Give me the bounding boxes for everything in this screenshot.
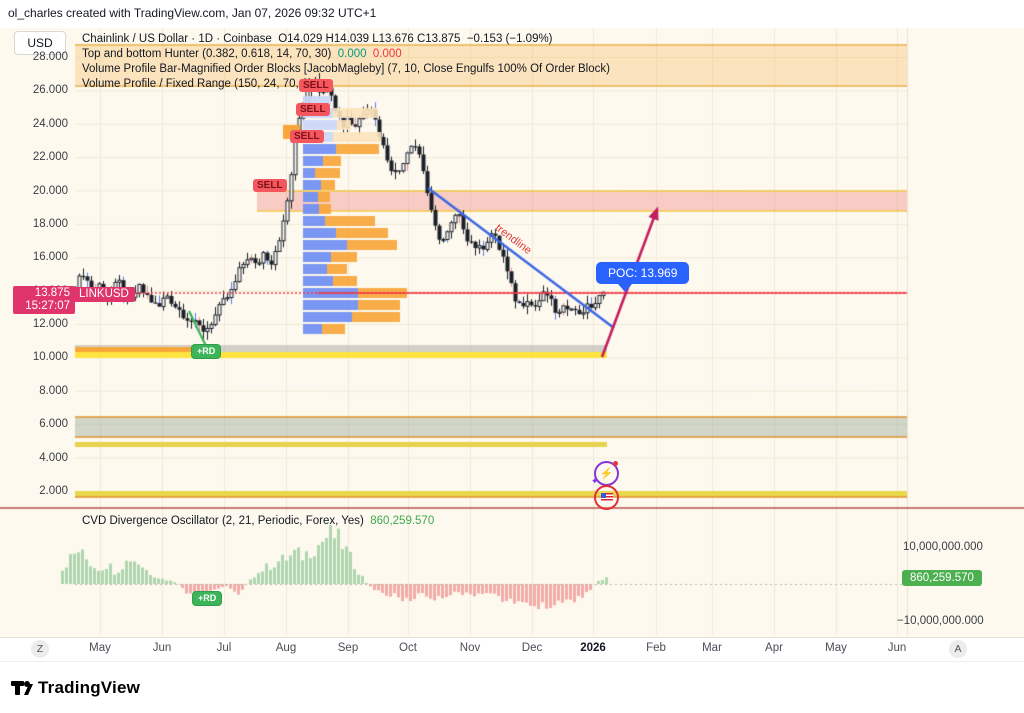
legend-row-symbol[interactable]: Chainlink / US Dollar · 1D · Coinbase O1…: [82, 33, 553, 45]
currency-axis-button[interactable]: USD: [14, 31, 66, 55]
last-price-label: 13.875 15:27:07: [13, 286, 75, 314]
hunter-value-red: 0.000: [372, 48, 402, 60]
time-tick-Jun[interactable]: Jun: [887, 642, 907, 654]
poc-pointer: [618, 284, 632, 292]
axis-button-A[interactable]: A: [949, 640, 967, 658]
symbol-price-flag: LINKUSD: [73, 287, 135, 302]
price-tick-6.000[interactable]: 6.000: [39, 418, 68, 431]
cvd-title[interactable]: CVD Divergence Oscillator (2, 21, Period…: [82, 515, 364, 527]
time-tick-Jul[interactable]: Jul: [216, 642, 232, 654]
tradingview-logo-icon[interactable]: [10, 676, 34, 700]
legend-row-volume-profile[interactable]: Volume Profile / Fixed Range (150, 24, 7…: [82, 78, 313, 90]
price-chart-canvas[interactable]: [0, 28, 1024, 637]
cvd-axis-bottom-label[interactable]: −10,000,000.000: [897, 615, 984, 627]
price-tick-8.000[interactable]: 8.000: [39, 384, 68, 397]
poc-callout[interactable]: POC: 13.969: [596, 262, 690, 292]
change-value: −0.153 (−1.09%): [466, 33, 553, 45]
legend-row-order-blocks[interactable]: Volume Profile Bar-Magnified Order Block…: [82, 63, 610, 75]
sell-signal-label-2[interactable]: SELL: [296, 103, 330, 116]
price-tick-12.000[interactable]: 12.000: [32, 318, 68, 331]
price-tick-20.000[interactable]: 20.000: [32, 184, 68, 197]
hunter-label[interactable]: Top and bottom Hunter (0.382, 0.618, 14,…: [82, 48, 332, 60]
price-tick-10.000[interactable]: 10.000: [32, 351, 68, 364]
time-tick-Nov[interactable]: Nov: [459, 642, 481, 654]
flag-sticker-icon[interactable]: [594, 485, 619, 510]
axis-button-Z[interactable]: Z: [31, 640, 49, 658]
price-tick-24.000[interactable]: 24.000: [32, 117, 68, 130]
ohlc-values: O14.029 H14.039 L13.676 C13.875: [278, 33, 461, 45]
footer-bar: TradingView: [0, 661, 1024, 713]
time-tick-Oct[interactable]: Oct: [399, 642, 417, 654]
price-tick-28.000[interactable]: 28.000: [32, 51, 68, 63]
last-price-value: 13.875: [34, 287, 70, 299]
time-tick-Mar[interactable]: Mar: [702, 642, 722, 654]
legend-row-hunter[interactable]: Top and bottom Hunter (0.382, 0.618, 14,…: [82, 48, 402, 60]
time-tick-Sep[interactable]: Sep: [337, 642, 359, 654]
cvd-value: 860,259.570: [370, 515, 435, 527]
cvd-legend-row[interactable]: CVD Divergence Oscillator (2, 21, Period…: [82, 515, 434, 527]
countdown-timer: 15:27:07: [25, 300, 70, 312]
tradingview-brand-text[interactable]: TradingView: [38, 678, 141, 697]
time-axis[interactable]: Z May Jun Jul Aug Sep Oct Nov Dec 2026 Feb Mar Apr Ma…: [0, 637, 1024, 662]
attribution-text: ol_charles created with TradingView.com,…: [8, 6, 377, 20]
cvd-value-badge: 860,259.570: [902, 570, 982, 586]
rd-signal-label-main[interactable]: +RD: [191, 344, 222, 359]
cvd-axis-top-label[interactable]: 10,000,000.000: [903, 541, 983, 553]
time-tick-May[interactable]: May: [825, 642, 847, 654]
us-flag-icon: [600, 493, 613, 502]
price-tick-2.000[interactable]: 2.000: [39, 484, 68, 497]
rd-signal-label-cvd[interactable]: +RD: [192, 591, 223, 606]
notification-dot: [613, 461, 618, 466]
time-tick-Apr[interactable]: Apr: [765, 642, 783, 654]
sell-signal-label-1[interactable]: SELL: [299, 79, 333, 92]
refresh-bolt-icon[interactable]: ⚡ ✦: [591, 461, 619, 486]
symbol-title[interactable]: Chainlink / US Dollar · 1D · Coinbase: [82, 33, 272, 45]
time-tick-May[interactable]: May: [89, 642, 111, 654]
time-tick-Dec[interactable]: Dec: [521, 642, 543, 654]
price-tick-4.000[interactable]: 4.000: [39, 451, 68, 464]
sparkle-icon: ✦: [591, 476, 599, 486]
time-tick-Jun[interactable]: Jun: [152, 642, 172, 654]
price-tick-16.000[interactable]: 16.000: [32, 251, 68, 264]
price-tick-22.000[interactable]: 22.000: [32, 151, 68, 164]
time-tick-Aug[interactable]: Aug: [275, 642, 297, 654]
price-tick-26.000[interactable]: 26.000: [32, 84, 68, 97]
hunter-value-green: 0.000: [337, 48, 367, 60]
sell-signal-label-4[interactable]: SELL: [253, 179, 287, 192]
time-tick-Feb[interactable]: Feb: [646, 642, 666, 654]
price-tick-18.000[interactable]: 18.000: [32, 217, 68, 230]
time-tick-2026[interactable]: 2026: [580, 642, 606, 654]
sell-signal-label-3[interactable]: SELL: [290, 130, 324, 143]
poc-label[interactable]: POC: 13.969: [596, 262, 690, 284]
